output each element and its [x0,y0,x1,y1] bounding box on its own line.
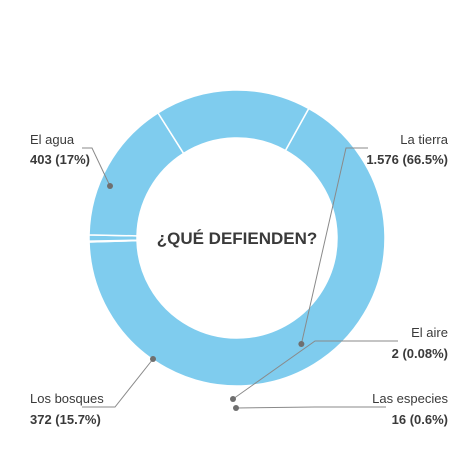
slice-value-el-aire: 2 (0.08%) [392,346,448,361]
leader-dot-el-agua [107,183,113,189]
slice-la-tierra [88,107,386,387]
leader-dot-la-tierra [298,340,305,347]
leader-line-los-bosques [82,358,154,408]
slice-value-las-especies: 16 (0.6%) [392,412,448,427]
donut-slices [88,89,386,387]
slice-value-la-tierra: 1.576 (66.5%) [366,152,448,167]
leader-dot-las-especies [233,405,239,411]
slice-label-las-especies: Las especies [372,391,448,406]
slice-label-el-agua: El agua [30,132,75,147]
slice-el-agua [156,89,310,155]
leader-lines [82,147,398,411]
slice-label-la-tierra: La tierra [400,132,448,147]
leader-dot-los-bosques [150,356,156,362]
leader-line-las-especies [235,406,386,409]
leader-line-el-aire [232,340,398,400]
leader-dot-el-aire [230,396,236,402]
chart-title: ¿QUÉ DEFIENDEN? [157,229,318,248]
leader-line-el-agua [82,147,111,187]
slice-label-el-aire: El aire [411,325,448,340]
slice-value-el-agua: 403 (17%) [30,152,90,167]
slice-label-los-bosques: Los bosques [30,391,104,406]
leader-line-la-tierra [300,147,368,345]
slice-value-los-bosques: 372 (15.7%) [30,412,101,427]
